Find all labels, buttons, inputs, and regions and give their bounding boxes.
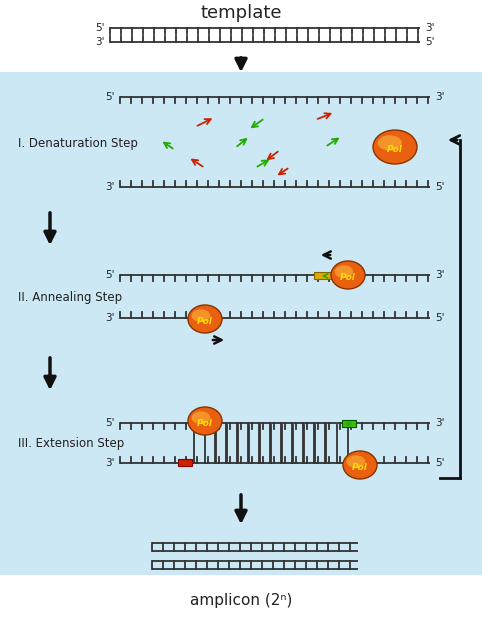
Ellipse shape <box>191 309 210 322</box>
Text: Pol: Pol <box>352 463 368 473</box>
Text: Pol: Pol <box>197 420 213 429</box>
Bar <box>0 72 482 575</box>
Text: 5': 5' <box>95 23 105 33</box>
Ellipse shape <box>377 135 402 151</box>
Text: 3': 3' <box>95 37 105 47</box>
Text: 5': 5' <box>106 418 115 428</box>
Text: I. Denaturation Step: I. Denaturation Step <box>18 137 138 149</box>
Text: Pol: Pol <box>387 145 403 154</box>
Bar <box>195 419 215 427</box>
Text: 5': 5' <box>106 270 115 280</box>
Ellipse shape <box>331 261 365 289</box>
Ellipse shape <box>188 407 222 435</box>
Text: 3': 3' <box>435 270 444 280</box>
Ellipse shape <box>343 451 377 479</box>
Text: III. Extension Step: III. Extension Step <box>18 436 124 450</box>
Ellipse shape <box>373 130 417 164</box>
Bar <box>178 459 192 466</box>
Bar <box>350 459 370 467</box>
Ellipse shape <box>188 305 222 333</box>
Text: 3': 3' <box>106 313 115 323</box>
Text: 5': 5' <box>425 37 434 47</box>
Text: amplicon (2ⁿ): amplicon (2ⁿ) <box>190 593 292 607</box>
Text: Pol: Pol <box>340 274 356 283</box>
Text: Pol: Pol <box>197 318 213 327</box>
Text: 3': 3' <box>106 182 115 192</box>
Text: 5': 5' <box>435 182 444 192</box>
Ellipse shape <box>335 265 353 278</box>
Text: II. Annealing Step: II. Annealing Step <box>18 290 122 304</box>
Ellipse shape <box>347 456 365 468</box>
Text: 5': 5' <box>106 92 115 102</box>
Bar <box>342 420 356 427</box>
Ellipse shape <box>191 412 210 424</box>
Bar <box>314 272 332 279</box>
Bar <box>196 315 214 322</box>
Text: 3': 3' <box>106 458 115 468</box>
Text: 3': 3' <box>435 418 444 428</box>
Text: 5': 5' <box>435 313 444 323</box>
Text: 3': 3' <box>425 23 434 33</box>
Text: 5': 5' <box>435 458 444 468</box>
Text: 3': 3' <box>435 92 444 102</box>
Text: template: template <box>200 4 282 22</box>
